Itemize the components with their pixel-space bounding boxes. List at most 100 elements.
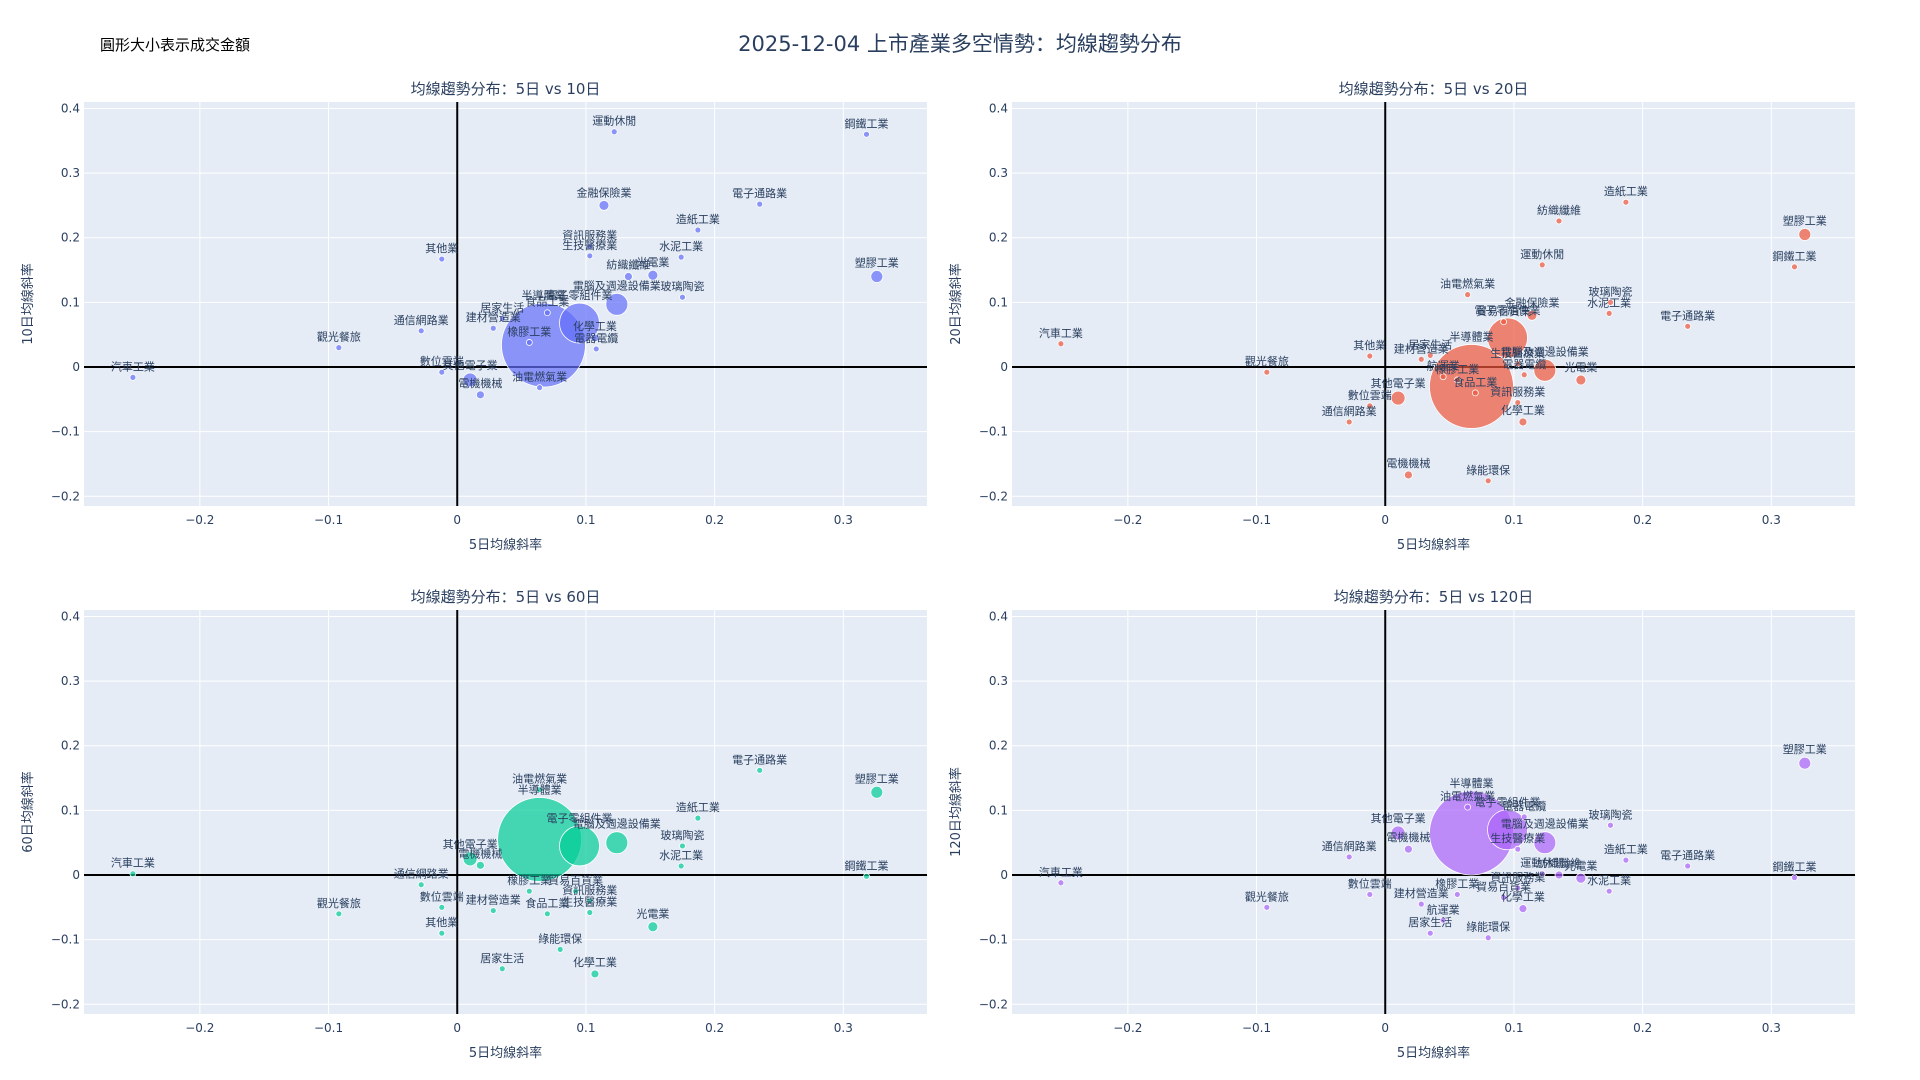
data-point[interactable] — [572, 887, 580, 895]
data-point[interactable] — [1417, 900, 1425, 908]
data-point[interactable] — [1500, 894, 1508, 902]
data-point[interactable] — [498, 315, 506, 322]
data-point[interactable] — [1684, 862, 1692, 870]
data-point[interactable] — [1798, 756, 1812, 770]
data-point[interactable] — [679, 293, 686, 301]
data-point[interactable] — [647, 921, 659, 933]
data-point[interactable] — [694, 226, 702, 234]
data-point[interactable] — [1575, 872, 1587, 884]
data-point[interactable] — [438, 368, 446, 376]
data-point[interactable] — [1366, 891, 1374, 898]
data-point[interactable] — [1484, 934, 1492, 942]
data-point[interactable] — [1453, 891, 1461, 898]
data-point[interactable] — [438, 255, 446, 263]
data-point[interactable] — [586, 242, 594, 250]
data-point[interactable] — [525, 887, 533, 895]
data-point[interactable] — [1533, 831, 1557, 855]
data-point[interactable] — [1366, 402, 1374, 410]
data-point[interactable] — [417, 881, 425, 889]
data-point[interactable] — [1426, 929, 1434, 937]
data-point[interactable] — [1607, 821, 1614, 829]
data-point[interactable] — [556, 945, 564, 953]
data-point[interactable] — [1404, 844, 1413, 854]
data-point[interactable] — [536, 786, 544, 794]
data-point[interactable] — [476, 860, 485, 870]
data-point[interactable] — [756, 766, 764, 774]
data-point[interactable] — [590, 333, 600, 343]
data-point[interactable] — [1538, 261, 1546, 269]
data-point[interactable] — [1439, 373, 1447, 381]
data-point[interactable] — [863, 872, 870, 880]
data-point[interactable] — [417, 327, 425, 335]
data-point[interactable] — [590, 969, 600, 979]
data-point[interactable] — [870, 270, 884, 283]
data-point[interactable] — [1554, 870, 1564, 880]
data-point[interactable] — [1345, 418, 1353, 426]
data-point[interactable] — [1366, 352, 1374, 360]
data-point[interactable] — [1520, 813, 1528, 821]
data-point[interactable] — [1684, 322, 1692, 330]
data-point[interactable] — [1607, 298, 1614, 306]
data-point[interactable] — [586, 252, 594, 260]
data-point[interactable] — [525, 339, 533, 346]
data-point[interactable] — [694, 814, 702, 822]
data-point[interactable] — [677, 253, 685, 261]
data-point[interactable] — [677, 862, 685, 870]
data-point[interactable] — [559, 825, 600, 867]
data-point[interactable] — [605, 831, 629, 855]
data-point[interactable] — [489, 907, 497, 914]
data-point[interactable] — [1605, 309, 1613, 317]
data-point[interactable] — [1453, 376, 1461, 384]
data-point[interactable] — [1345, 853, 1353, 861]
data-point[interactable] — [1622, 198, 1630, 206]
data-point[interactable] — [498, 965, 506, 973]
data-point[interactable] — [1417, 355, 1425, 363]
data-point[interactable] — [647, 269, 659, 281]
data-point[interactable] — [1500, 318, 1508, 326]
data-point[interactable] — [1514, 360, 1522, 368]
data-point[interactable] — [756, 200, 764, 208]
data-point[interactable] — [598, 200, 610, 211]
data-point[interactable] — [605, 292, 629, 316]
data-point[interactable] — [476, 390, 485, 400]
data-point[interactable] — [1520, 371, 1528, 379]
data-point[interactable] — [1514, 845, 1522, 853]
data-point[interactable] — [335, 910, 343, 918]
data-point[interactable] — [586, 897, 594, 905]
data-point[interactable] — [863, 130, 870, 138]
data-point[interactable] — [610, 128, 618, 136]
data-point[interactable] — [1526, 309, 1538, 321]
data-point[interactable] — [870, 785, 884, 799]
data-point[interactable] — [1429, 344, 1514, 429]
data-point[interactable] — [1484, 477, 1492, 485]
data-point[interactable] — [1487, 317, 1528, 359]
data-point[interactable] — [559, 302, 600, 344]
data-point[interactable] — [1798, 228, 1812, 241]
data-point[interactable] — [1575, 374, 1587, 386]
data-point[interactable] — [1439, 916, 1447, 924]
data-point[interactable] — [1791, 263, 1798, 271]
data-point[interactable] — [462, 851, 478, 867]
data-point[interactable] — [438, 929, 446, 937]
data-point[interactable] — [1487, 809, 1528, 851]
data-point[interactable] — [129, 870, 137, 878]
data-point[interactable] — [1464, 803, 1472, 811]
data-point[interactable] — [1791, 874, 1798, 882]
data-point[interactable] — [1263, 903, 1271, 911]
data-point[interactable] — [1622, 856, 1630, 864]
data-point[interactable] — [592, 345, 600, 353]
data-point[interactable] — [489, 324, 497, 332]
data-point[interactable] — [536, 384, 544, 392]
data-point[interactable] — [335, 344, 343, 352]
data-point[interactable] — [1404, 470, 1413, 480]
data-point[interactable] — [1426, 351, 1434, 359]
data-point[interactable] — [586, 909, 594, 916]
data-point[interactable] — [1464, 291, 1472, 299]
data-point[interactable] — [1390, 390, 1406, 406]
data-point[interactable] — [679, 842, 686, 850]
data-point[interactable] — [1605, 887, 1613, 895]
data-point[interactable] — [1518, 417, 1528, 427]
data-point[interactable] — [1263, 368, 1271, 376]
data-point[interactable] — [543, 309, 551, 317]
data-point[interactable] — [438, 903, 446, 911]
